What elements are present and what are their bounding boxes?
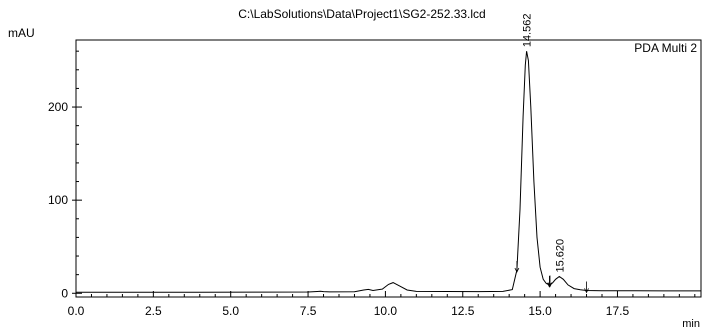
y-tick-label: 100 xyxy=(48,193,68,207)
integration-markers-group xyxy=(514,260,589,294)
peak-labels-group: 14.562 15.620 xyxy=(522,14,567,273)
x-tick-label: 10.0 xyxy=(374,304,398,318)
y-tick-label: 0 xyxy=(61,286,68,300)
x-tick-label: 17.5 xyxy=(606,304,630,318)
series-line xyxy=(76,51,701,293)
integration-marker-head xyxy=(547,282,553,288)
plot-group xyxy=(76,51,701,293)
plot-frame xyxy=(75,39,702,298)
x-tick-label: 0.0 xyxy=(68,304,85,318)
chart-title: C:\LabSolutions\Data\Project1\SG2-252.33… xyxy=(238,7,485,21)
y-tick-label: 200 xyxy=(48,100,68,114)
integration-marker-head xyxy=(584,288,589,294)
x-tick-label: 7.5 xyxy=(300,304,317,318)
x-tick-label: 15.0 xyxy=(528,304,552,318)
x-tick-label: 12.5 xyxy=(451,304,475,318)
peak-label: 15.620 xyxy=(554,239,566,273)
integration-marker-head xyxy=(514,267,520,273)
series-legend: PDA Multi 2 xyxy=(634,41,697,55)
peak-label: 14.562 xyxy=(522,14,534,48)
ticks-group: 0.0 2.5 5.0 7.5 10.0 12.5 15.0 17.5 0 100 200 xyxy=(48,50,696,318)
x-axis-label: min xyxy=(682,318,700,329)
y-axis-label: mAU xyxy=(8,26,35,40)
x-tick-label: 5.0 xyxy=(222,304,239,318)
axes-group xyxy=(75,39,702,298)
x-tick-label: 2.5 xyxy=(145,304,162,318)
